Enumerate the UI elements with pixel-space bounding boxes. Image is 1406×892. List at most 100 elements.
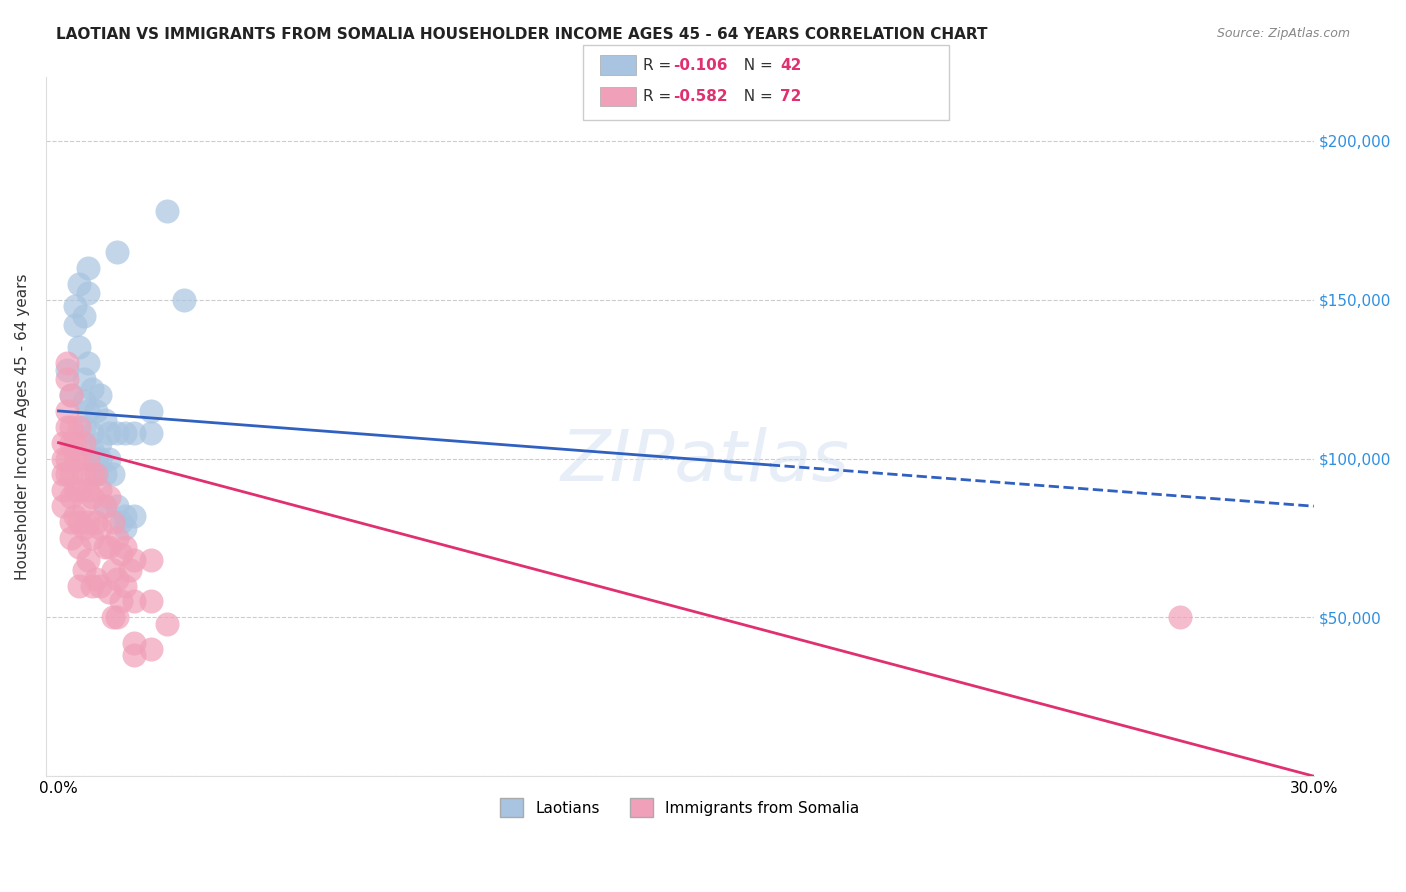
- Text: Source: ZipAtlas.com: Source: ZipAtlas.com: [1216, 27, 1350, 40]
- Point: [72, 467, 94, 482]
- Point: [80, 490, 103, 504]
- Point: [156, 203, 179, 218]
- Point: [76, 483, 98, 498]
- Point: [72, 563, 94, 577]
- Point: [122, 508, 145, 523]
- Point: [65, 318, 87, 333]
- Point: [84, 467, 107, 482]
- Point: [139, 426, 162, 441]
- Point: [76, 286, 98, 301]
- Point: [84, 404, 107, 418]
- Point: [65, 483, 87, 498]
- Point: [72, 521, 94, 535]
- Point: [69, 541, 91, 555]
- Point: [101, 563, 124, 577]
- Point: [105, 499, 128, 513]
- Point: [89, 579, 111, 593]
- Point: [52, 483, 75, 498]
- Point: [76, 515, 98, 529]
- Point: [72, 419, 94, 434]
- Point: [72, 435, 94, 450]
- Point: [52, 499, 75, 513]
- Point: [84, 515, 107, 529]
- Point: [60, 435, 83, 450]
- Point: [114, 579, 136, 593]
- Point: [89, 451, 111, 466]
- Point: [65, 435, 87, 450]
- Point: [105, 572, 128, 586]
- Text: N =: N =: [734, 58, 778, 72]
- Point: [60, 490, 83, 504]
- Text: ZIPatlas: ZIPatlas: [561, 427, 849, 496]
- Point: [56, 419, 79, 434]
- Point: [97, 585, 120, 599]
- Point: [139, 594, 162, 608]
- Point: [52, 467, 75, 482]
- Text: LAOTIAN VS IMMIGRANTS FROM SOMALIA HOUSEHOLDER INCOME AGES 45 - 64 YEARS CORRELA: LAOTIAN VS IMMIGRANTS FROM SOMALIA HOUSE…: [56, 27, 988, 42]
- Text: 72: 72: [780, 89, 801, 103]
- Point: [69, 483, 91, 498]
- Point: [97, 426, 120, 441]
- Point: [110, 594, 132, 608]
- Point: [56, 467, 79, 482]
- Point: [122, 648, 145, 663]
- Point: [84, 451, 107, 466]
- Text: 42: 42: [780, 58, 801, 72]
- Point: [97, 541, 120, 555]
- Point: [52, 451, 75, 466]
- Point: [76, 260, 98, 275]
- Point: [105, 531, 128, 545]
- Point: [60, 419, 83, 434]
- Point: [80, 531, 103, 545]
- Point: [80, 426, 103, 441]
- Point: [56, 362, 79, 376]
- Text: N =: N =: [734, 89, 778, 103]
- Point: [72, 309, 94, 323]
- Point: [118, 563, 141, 577]
- Point: [56, 356, 79, 370]
- Point: [93, 413, 115, 427]
- Point: [60, 388, 83, 402]
- Point: [60, 467, 83, 482]
- Point: [84, 467, 107, 482]
- Point: [1168, 610, 1191, 624]
- Point: [69, 451, 91, 466]
- Point: [122, 594, 145, 608]
- Point: [56, 404, 79, 418]
- Y-axis label: Householder Income Ages 45 - 64 years: Householder Income Ages 45 - 64 years: [15, 274, 30, 580]
- Point: [69, 579, 91, 593]
- Point: [69, 340, 91, 354]
- Text: -0.106: -0.106: [673, 58, 728, 72]
- Point: [110, 547, 132, 561]
- Point: [93, 499, 115, 513]
- Point: [97, 490, 120, 504]
- Legend: Laotians, Immigrants from Somalia: Laotians, Immigrants from Somalia: [492, 790, 868, 824]
- Point: [156, 616, 179, 631]
- Text: -0.582: -0.582: [673, 89, 728, 103]
- Point: [84, 572, 107, 586]
- Point: [80, 467, 103, 482]
- Point: [56, 372, 79, 386]
- Point: [101, 610, 124, 624]
- Point: [139, 404, 162, 418]
- Point: [114, 426, 136, 441]
- Point: [122, 636, 145, 650]
- Point: [105, 610, 128, 624]
- Point: [93, 467, 115, 482]
- Point: [56, 451, 79, 466]
- Point: [69, 277, 91, 291]
- Point: [97, 451, 120, 466]
- Point: [76, 404, 98, 418]
- Point: [72, 372, 94, 386]
- Point: [76, 553, 98, 567]
- Text: R =: R =: [643, 89, 676, 103]
- Text: R =: R =: [643, 58, 676, 72]
- Point: [110, 515, 132, 529]
- Point: [89, 483, 111, 498]
- Point: [60, 388, 83, 402]
- Point: [101, 467, 124, 482]
- Point: [139, 642, 162, 657]
- Point: [72, 499, 94, 513]
- Point: [89, 521, 111, 535]
- Point: [105, 245, 128, 260]
